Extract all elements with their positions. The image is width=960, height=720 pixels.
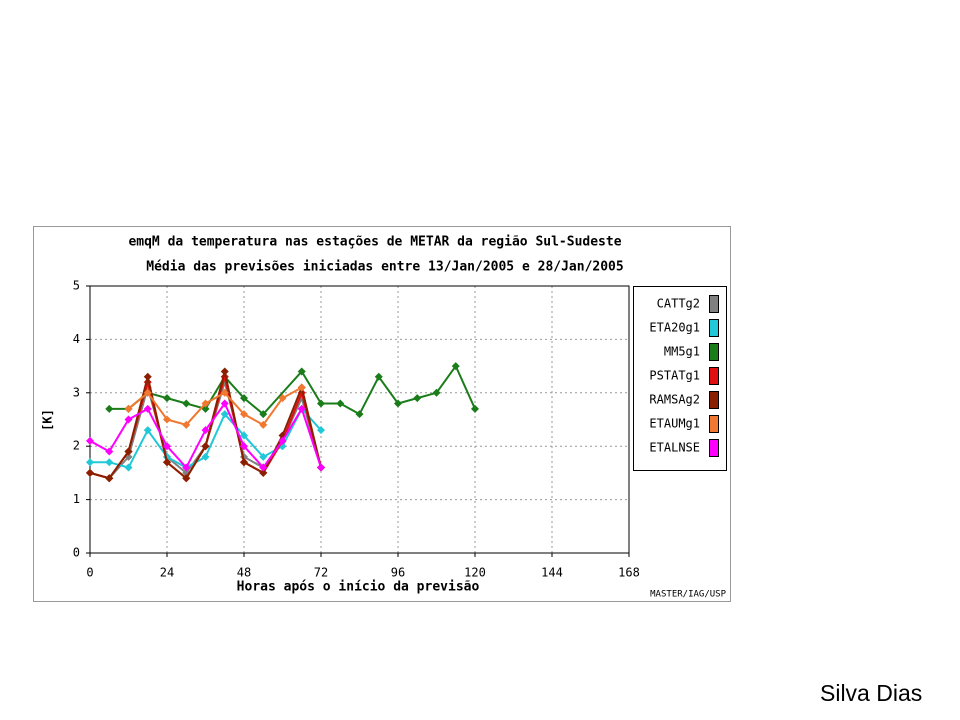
data-point bbox=[259, 463, 268, 472]
series-line bbox=[127, 386, 303, 427]
y-tick-label: 2 bbox=[73, 439, 80, 453]
data-point bbox=[143, 372, 152, 381]
plot-border bbox=[89, 285, 630, 554]
x-tick-label: 96 bbox=[391, 566, 405, 580]
data-point bbox=[182, 420, 191, 429]
data-point bbox=[297, 367, 306, 376]
data-point bbox=[220, 367, 229, 376]
legend-label: ETAUMg1 bbox=[649, 417, 700, 431]
x-tick-label: 0 bbox=[86, 566, 93, 580]
data-point bbox=[124, 404, 133, 413]
legend-swatch bbox=[709, 367, 719, 385]
data-point bbox=[317, 463, 325, 472]
data-point bbox=[297, 404, 306, 413]
data-point bbox=[182, 463, 191, 472]
data-point bbox=[163, 442, 171, 451]
legend-label: ETA20g1 bbox=[649, 321, 700, 335]
data-point bbox=[105, 458, 114, 467]
x-tick-label: 144 bbox=[541, 566, 563, 580]
legend-swatch bbox=[709, 295, 719, 313]
footer-author: Silva Dias bbox=[820, 680, 923, 706]
data-point bbox=[297, 383, 306, 392]
data-point bbox=[201, 452, 210, 461]
x-tick-label: 48 bbox=[237, 566, 251, 580]
legend-label: CATTg2 bbox=[657, 297, 700, 311]
data-point bbox=[143, 404, 152, 413]
data-point bbox=[105, 404, 114, 413]
data-point bbox=[317, 426, 325, 435]
y-tick-label: 0 bbox=[73, 546, 80, 560]
data-point bbox=[259, 468, 268, 477]
data-point bbox=[124, 463, 133, 472]
data-point bbox=[336, 399, 345, 408]
legend-label: MM5g1 bbox=[664, 345, 700, 359]
x-tick-label: 72 bbox=[314, 566, 328, 580]
data-point bbox=[220, 388, 229, 397]
data-point bbox=[394, 399, 402, 408]
legend-swatch bbox=[709, 343, 719, 361]
data-point bbox=[220, 399, 229, 408]
data-point bbox=[201, 426, 210, 435]
data-point bbox=[163, 394, 171, 403]
data-point bbox=[124, 447, 133, 456]
y-tick-label: 4 bbox=[73, 332, 80, 346]
data-point bbox=[240, 458, 248, 467]
data-point bbox=[182, 399, 191, 408]
data-point bbox=[201, 399, 210, 408]
x-tick-label: 120 bbox=[464, 566, 486, 580]
data-point bbox=[374, 372, 383, 381]
data-point bbox=[182, 474, 191, 483]
legend-swatch bbox=[709, 439, 719, 457]
y-axis-label: [K] bbox=[41, 409, 55, 431]
legend-swatch bbox=[709, 415, 719, 433]
data-point bbox=[259, 420, 268, 429]
y-tick-label: 3 bbox=[73, 385, 80, 399]
source-note: MASTER/IAG/USP bbox=[650, 590, 726, 600]
data-point bbox=[355, 410, 364, 419]
x-tick-label: 168 bbox=[618, 566, 640, 580]
data-point bbox=[240, 431, 248, 440]
data-point bbox=[278, 394, 287, 403]
x-axis-label: Horas após o início da previsão bbox=[237, 580, 480, 595]
legend-label: ETALNSE bbox=[649, 441, 700, 455]
data-point bbox=[240, 442, 248, 451]
legend-label: RAMSAg2 bbox=[649, 393, 700, 407]
data-point bbox=[163, 458, 171, 467]
legend-swatch bbox=[709, 319, 719, 337]
data-point bbox=[317, 399, 325, 408]
legend-label: PSTATg1 bbox=[649, 369, 700, 383]
data-point bbox=[86, 436, 94, 445]
data-point bbox=[259, 410, 268, 419]
data-point bbox=[240, 410, 248, 419]
data-point bbox=[143, 388, 152, 397]
data-point bbox=[105, 447, 114, 456]
data-point bbox=[163, 415, 171, 424]
chart-title: emqM da temperatura nas estações de META… bbox=[128, 235, 621, 250]
data-point bbox=[124, 415, 133, 424]
data-point bbox=[201, 442, 210, 451]
y-tick-label: 1 bbox=[73, 492, 80, 506]
x-tick-label: 24 bbox=[160, 566, 174, 580]
data-point bbox=[220, 410, 229, 419]
data-point bbox=[105, 474, 114, 483]
data-point bbox=[451, 362, 460, 371]
y-tick-label: 5 bbox=[73, 279, 80, 293]
data-point bbox=[471, 404, 479, 413]
data-point bbox=[432, 388, 441, 397]
data-point bbox=[86, 468, 94, 477]
legend-swatch bbox=[709, 391, 719, 409]
chart-subtitle: Média das previsões iniciadas entre 13/J… bbox=[146, 260, 623, 275]
data-point bbox=[86, 458, 94, 467]
data-point bbox=[240, 394, 248, 403]
data-point bbox=[413, 394, 422, 403]
data-point bbox=[143, 426, 152, 435]
data-point bbox=[278, 436, 287, 445]
data-point bbox=[259, 452, 268, 461]
